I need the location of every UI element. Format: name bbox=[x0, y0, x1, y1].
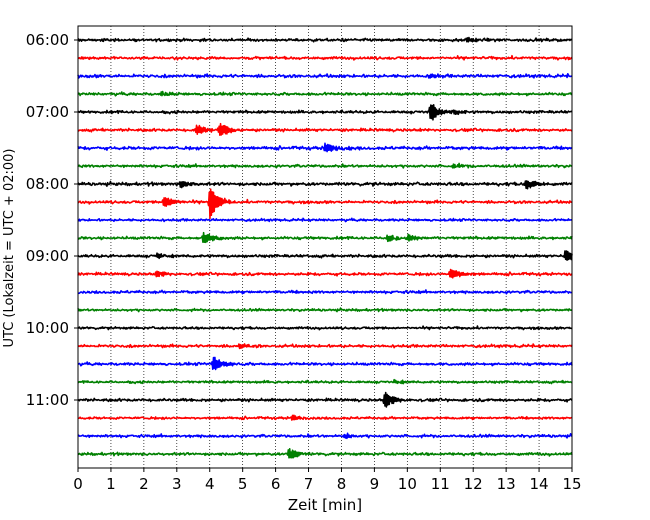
trace-line bbox=[77, 343, 573, 350]
x-tick-label: 14 bbox=[530, 475, 549, 493]
y-tick-label: 07:00 bbox=[26, 103, 69, 121]
trace-line bbox=[77, 142, 573, 153]
x-tick-label: 13 bbox=[497, 475, 516, 493]
trace-line bbox=[77, 180, 573, 190]
x-tick-label: 3 bbox=[172, 475, 182, 493]
x-tick-label: 15 bbox=[562, 475, 581, 493]
x-axis-label: Zeit [min] bbox=[288, 496, 362, 514]
trace-line bbox=[77, 90, 573, 97]
x-tick-label: 1 bbox=[106, 475, 116, 493]
trace-line bbox=[77, 268, 573, 279]
traces-layer bbox=[77, 36, 573, 459]
trace-line bbox=[77, 36, 573, 43]
x-axis: 0 1 2 3 4 5 6 7 8 9 10 11 12 13 14 15 bbox=[73, 468, 582, 493]
trace-line bbox=[77, 432, 573, 440]
x-tick-label: 5 bbox=[238, 475, 248, 493]
trace-line bbox=[77, 188, 573, 220]
trace-line bbox=[77, 122, 573, 136]
plot-frame bbox=[77, 25, 573, 469]
trace-line bbox=[77, 414, 573, 421]
y-axis: 06:00 07:00 08:00 09:00 10:00 11:00 bbox=[26, 31, 78, 409]
trace-line bbox=[77, 307, 573, 313]
trace-line bbox=[77, 217, 573, 223]
trace-line bbox=[77, 289, 573, 295]
x-tick-label: 4 bbox=[205, 475, 215, 493]
trace-line bbox=[77, 378, 573, 385]
x-tick-label: 0 bbox=[73, 475, 83, 493]
trace-line bbox=[77, 391, 573, 408]
y-tick-label: 11:00 bbox=[26, 391, 69, 409]
y-axis-label: UTC (Lokalzeit = UTC + 02:00) bbox=[2, 149, 17, 348]
x-tick-label: 7 bbox=[304, 475, 314, 493]
x-tick-label: 10 bbox=[398, 475, 417, 493]
x-tick-label: 11 bbox=[431, 475, 450, 493]
trace-line bbox=[77, 54, 573, 61]
y-tick-label: 08:00 bbox=[26, 175, 69, 193]
x-tick-label: 9 bbox=[370, 475, 380, 493]
trace-line bbox=[77, 103, 573, 121]
x-tick-label: 8 bbox=[337, 475, 347, 493]
trace-line bbox=[77, 73, 573, 79]
trace-line bbox=[77, 356, 573, 371]
trace-line bbox=[77, 162, 573, 169]
y-tick-label: 10:00 bbox=[26, 319, 69, 337]
x-tick-label: 12 bbox=[464, 475, 483, 493]
trace-line bbox=[77, 231, 573, 244]
x-tick-label: 2 bbox=[139, 475, 149, 493]
x-tick-label: 6 bbox=[271, 475, 281, 493]
trace-line bbox=[77, 250, 573, 261]
y-tick-label: 09:00 bbox=[26, 247, 69, 265]
trace-line bbox=[77, 325, 573, 331]
y-tick-label: 06:00 bbox=[26, 31, 69, 49]
trace-line bbox=[77, 447, 573, 459]
